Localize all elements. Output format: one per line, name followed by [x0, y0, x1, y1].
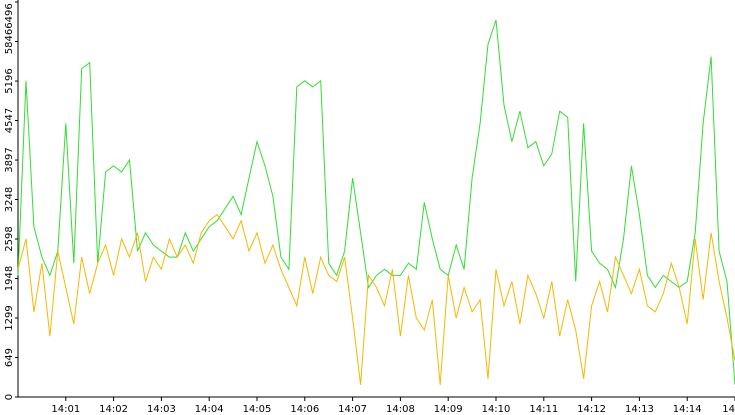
x-tick-label: 14:13: [625, 404, 654, 415]
y-tick-label: 3897: [4, 147, 15, 172]
x-tick-label: 14:12: [577, 404, 606, 415]
x-tick-label: 14:14: [673, 404, 702, 415]
y-tick-label: 5196: [4, 68, 15, 93]
x-tick-label: 14: [722, 404, 735, 415]
y-tick-label: 0: [4, 394, 15, 400]
y-tick-label: 2598: [4, 226, 15, 251]
x-tick-label: 14:06: [290, 404, 319, 415]
x-tick-label: 14:01: [51, 404, 80, 415]
y-tick-label: 1299: [4, 305, 15, 330]
x-tick-label: 14:11: [529, 404, 558, 415]
x-tick-label: 14:02: [99, 404, 128, 415]
x-tick-label: 14:10: [482, 404, 511, 415]
y-tick-label: 6496: [4, 3, 15, 28]
x-tick-label: 14:07: [338, 404, 367, 415]
y-tick-label: 649: [4, 348, 15, 367]
x-tick-label: 14:04: [195, 404, 224, 415]
y-tick-label: 5846: [4, 29, 15, 54]
x-tick-label: 14:05: [243, 404, 272, 415]
series-line: [17, 213, 735, 385]
y-tick-label: 1948: [4, 266, 15, 291]
x-tick-label: 14:08: [386, 404, 415, 415]
x-tick-label: 14:09: [434, 404, 463, 415]
series-line: [17, 19, 735, 385]
y-tick-label: 4547: [4, 108, 15, 133]
y-tick-label: 3248: [4, 187, 15, 212]
x-tick-label: 14:03: [147, 404, 176, 415]
